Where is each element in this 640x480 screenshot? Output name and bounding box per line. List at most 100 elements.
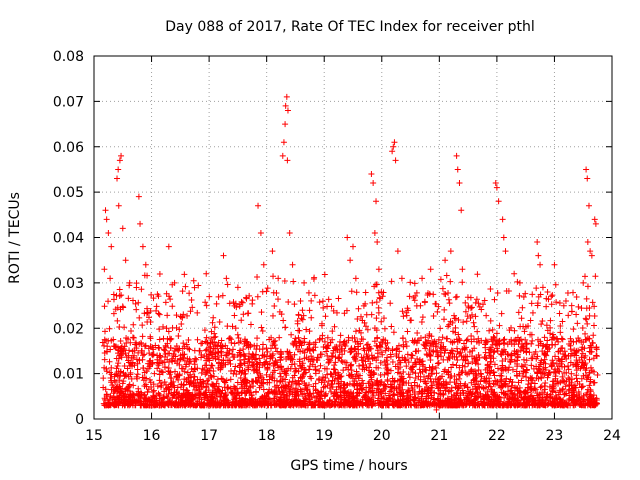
data-point: [101, 336, 108, 343]
data-point: [142, 261, 149, 268]
data-point: [582, 330, 589, 337]
data-point: [495, 198, 502, 205]
data-point: [581, 354, 588, 361]
data-point: [451, 315, 458, 322]
grid-layer: [94, 56, 612, 419]
data-point: [218, 397, 225, 404]
data-point: [332, 346, 339, 353]
data-point: [426, 346, 433, 353]
data-point: [388, 387, 395, 394]
data-point: [145, 386, 152, 393]
data-point: [215, 339, 222, 346]
data-point: [579, 325, 586, 332]
data-point: [351, 334, 358, 341]
data-point: [130, 334, 137, 341]
data-point: [328, 388, 335, 395]
data-point: [566, 341, 573, 348]
data-point: [553, 360, 560, 367]
data-point: [416, 356, 423, 363]
data-point: [480, 400, 487, 407]
data-point: [501, 394, 508, 401]
data-point: [405, 387, 412, 394]
data-point: [434, 347, 441, 354]
data-point: [129, 359, 136, 366]
data-point: [337, 332, 344, 339]
data-point: [175, 332, 182, 339]
data-point: [167, 296, 174, 303]
data-point: [539, 284, 546, 291]
data-point: [272, 337, 279, 344]
data-point: [276, 389, 283, 396]
data-point: [583, 295, 590, 302]
data-point: [277, 370, 284, 377]
data-point: [302, 385, 308, 392]
data-point: [432, 400, 439, 407]
data-point: [332, 399, 339, 406]
data-point: [456, 375, 463, 382]
data-point: [528, 355, 535, 362]
data-point: [179, 288, 186, 295]
data-point: [156, 377, 163, 384]
data-point: [171, 347, 178, 354]
data-point: [303, 326, 310, 333]
data-point: [549, 357, 556, 364]
data-point: [150, 295, 157, 302]
data-point: [243, 402, 250, 409]
data-point: [144, 309, 151, 316]
data-point: [275, 364, 282, 371]
data-point: [419, 314, 426, 321]
data-point: [588, 344, 595, 351]
data-point: [529, 337, 536, 344]
data-point: [322, 390, 329, 397]
data-point: [431, 396, 438, 403]
data-point: [316, 299, 323, 306]
data-point: [180, 311, 187, 318]
data-point: [573, 357, 580, 364]
data-point: [125, 295, 132, 302]
data-point: [545, 296, 552, 303]
data-point: [180, 340, 187, 347]
data-point: [500, 234, 507, 241]
data-point: [506, 399, 513, 406]
data-point: [167, 398, 174, 405]
data-point: [534, 239, 541, 246]
data-point: [237, 375, 244, 382]
data-point: [522, 290, 529, 297]
data-point: [456, 350, 463, 357]
data-point: [235, 339, 242, 346]
data-point: [231, 302, 238, 309]
data-point: [390, 143, 397, 150]
data-point: [197, 379, 204, 386]
data-point: [511, 270, 518, 277]
data-point: [449, 350, 456, 357]
data-point: [421, 387, 428, 394]
data-point: [395, 342, 402, 349]
data-point: [581, 273, 588, 280]
data-point: [460, 319, 467, 326]
data-point: [503, 375, 510, 382]
data-point: [520, 356, 527, 363]
data-point: [387, 384, 394, 391]
data-point: [581, 345, 588, 352]
data-point: [164, 312, 171, 319]
data-point: [297, 374, 304, 381]
data-point: [468, 366, 475, 373]
data-point: [431, 338, 438, 345]
data-point: [108, 377, 115, 384]
data-point: [294, 399, 301, 406]
data-point: [178, 314, 185, 321]
data-point: [511, 398, 518, 405]
data-point: [305, 366, 312, 373]
data-point: [579, 383, 586, 390]
data-point: [156, 371, 163, 378]
data-point: [539, 317, 546, 324]
points-layer: [99, 93, 601, 413]
data-point: [377, 371, 384, 378]
data-point: [580, 279, 587, 286]
data-point: [490, 389, 497, 396]
data-point: [404, 351, 411, 358]
data-point: [491, 348, 498, 355]
data-point: [344, 381, 351, 388]
data-point: [442, 346, 449, 353]
data-point: [328, 353, 335, 360]
